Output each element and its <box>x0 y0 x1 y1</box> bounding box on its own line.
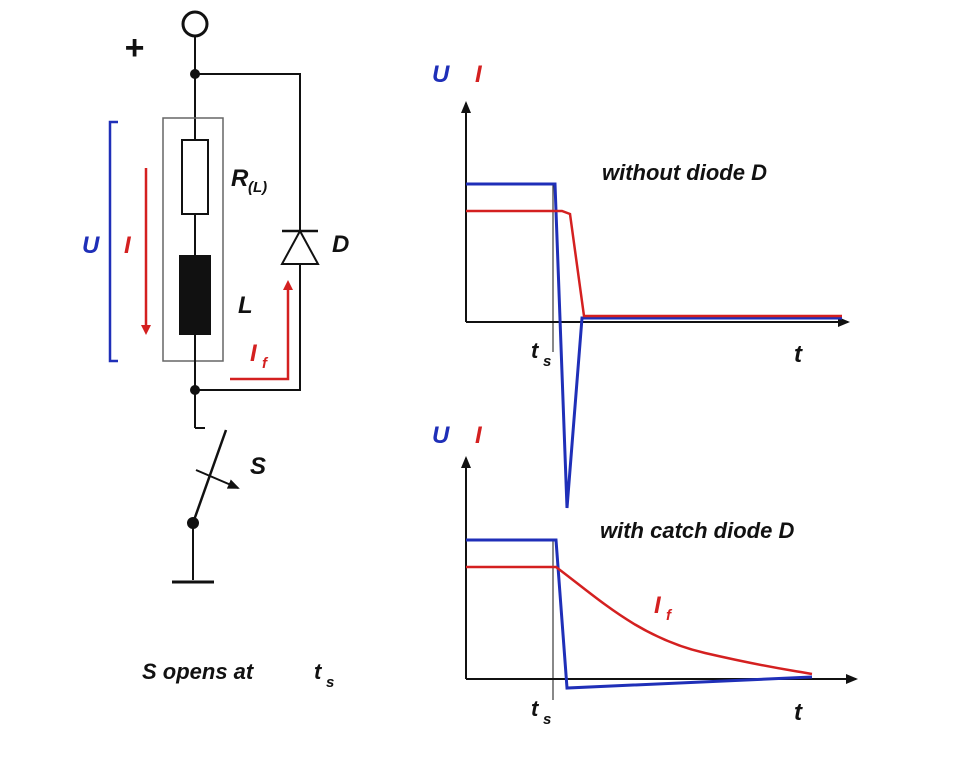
plot1-ts-label: t <box>531 338 540 363</box>
plot2-title: with catch diode D <box>600 518 794 543</box>
voltage-bracket <box>108 120 118 363</box>
plot2-voltage-label: U <box>432 422 450 449</box>
plot1-ts-sub: s <box>543 353 551 370</box>
resistor <box>181 139 209 215</box>
plot1-current-curve <box>466 209 842 318</box>
plus-sign: + <box>124 29 144 67</box>
coil-enclosure <box>162 117 224 362</box>
resistor-label: R <box>231 165 249 192</box>
plot1-voltage-label: U <box>432 61 450 88</box>
diode-label: D <box>332 231 349 258</box>
inductor-label: L <box>238 292 253 319</box>
plot2-curve-sub: f <box>666 607 673 624</box>
plot2-current-label: I <box>475 422 483 449</box>
caption-t: t <box>314 659 323 684</box>
freewheel-current-arrow <box>230 280 293 381</box>
plot2-x-label: t <box>794 699 803 726</box>
plot1-voltage-curve <box>466 182 842 509</box>
caption-t-sub: s <box>326 674 334 691</box>
plot2-voltage-curve <box>466 538 813 690</box>
inductor <box>179 255 211 335</box>
resistor-sub-label: (L) <box>248 179 267 196</box>
freewheel-current-label: I <box>250 340 258 367</box>
plot2-ts-sub: s <box>543 711 551 728</box>
circuit-voltage-label: U <box>82 232 100 259</box>
plot2-ts-label: t <box>531 696 540 721</box>
plot2-curve-label: I <box>654 592 662 619</box>
caption-text: S opens at <box>142 659 255 684</box>
supply-terminal <box>181 10 209 38</box>
plot1-x-label: t <box>794 341 803 368</box>
circuit-current-label: I <box>124 232 132 259</box>
plot1-current-label: I <box>475 61 483 88</box>
switch-label: S <box>250 453 266 480</box>
diode-symbol <box>280 228 320 265</box>
junction-bottom <box>190 385 200 395</box>
plot2-current-curve <box>466 565 813 676</box>
freewheel-current-sub: f <box>262 355 269 372</box>
plot1-title: without diode D <box>602 160 767 185</box>
switch-arrow <box>195 469 240 489</box>
circuit-diagram <box>162 10 320 584</box>
plot-with-catch-diode: U I with catch diode D I f t s t <box>432 422 858 728</box>
plot-without-diode: U I without diode D t s t <box>432 61 850 509</box>
